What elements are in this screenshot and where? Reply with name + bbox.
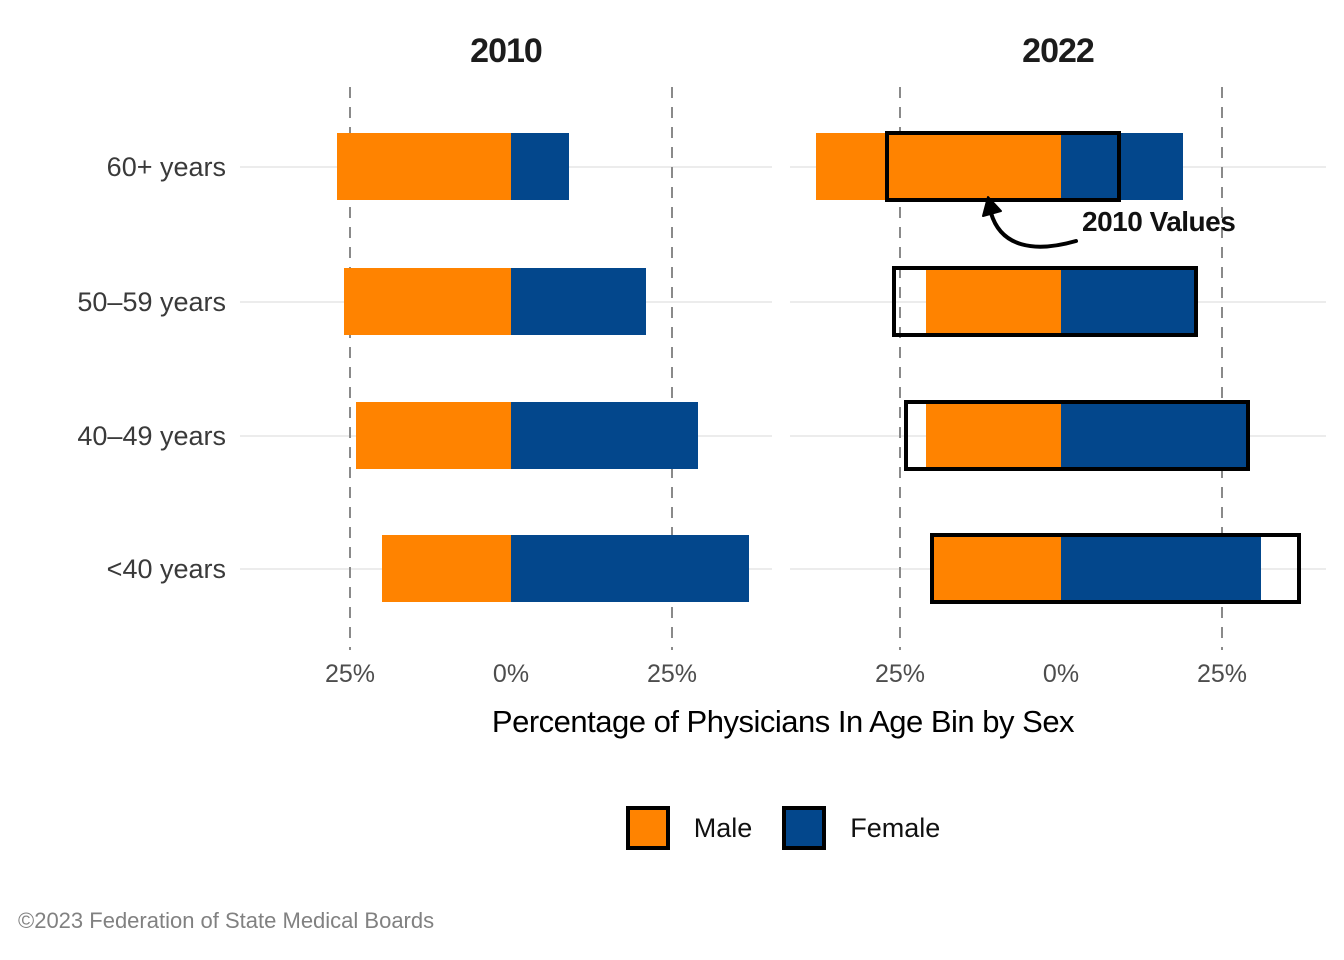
annotation-2010-values-label: 2010 Values	[1082, 206, 1236, 237]
bar-male-2010-row0	[337, 133, 511, 200]
y-axis-label: 40–49 years	[77, 421, 226, 451]
bar-female-2022-row1	[1061, 268, 1197, 335]
panel-vgridline-dashed	[671, 87, 673, 650]
y-axis-label: 50–59 years	[77, 287, 226, 317]
bar-male-2010-row1	[343, 268, 511, 335]
bar-female-2022-row0	[1061, 133, 1184, 200]
bar-male-2022-row3	[932, 535, 1061, 602]
bar-male-2010-row2	[356, 402, 511, 469]
facet-title-2010: 2010	[470, 32, 543, 70]
x-tick-label: 0%	[1042, 660, 1080, 688]
y-axis-label: 60+ years	[106, 152, 226, 182]
bar-female-2010-row2	[511, 402, 698, 469]
x-tick-label: 25%	[1196, 660, 1248, 688]
x-axis-title: Percentage of Physicians In Age Bin by S…	[491, 704, 1075, 739]
bar-female-2010-row0	[511, 133, 569, 200]
x-tick-label: 25%	[874, 660, 926, 688]
x-tick-label: 25%	[646, 660, 698, 688]
bar-male-2010-row3	[382, 535, 511, 602]
legend-label-female: Female	[850, 812, 941, 843]
copyright-footer: ©2023 Federation of State Medical Boards	[18, 908, 435, 933]
legend: Male Female	[240, 802, 1326, 854]
legend-item-male: Male	[625, 806, 753, 850]
overlay-2010-outline-row0	[885, 131, 1121, 202]
panel-vgridline-dashed	[349, 87, 351, 650]
legend-item-female: Female	[782, 806, 940, 850]
legend-swatch-male-icon	[625, 806, 670, 850]
bar-male-2022-row2	[925, 402, 1061, 469]
overlay-2010-outline-row2	[904, 400, 1250, 471]
bar-male-2022-row1	[925, 268, 1061, 335]
x-tick-label: 25%	[324, 660, 376, 688]
x-tick-label: 0%	[492, 660, 530, 688]
legend-label-male: Male	[693, 812, 753, 843]
y-axis-label: <40 years	[106, 554, 226, 584]
facet-title-2022: 2022	[1022, 32, 1095, 70]
bar-female-2010-row3	[511, 535, 750, 602]
panel-vgridline-dashed	[1221, 87, 1223, 650]
bar-female-2022-row2	[1061, 402, 1248, 469]
bar-male-2022-row0	[816, 133, 1061, 200]
overlay-2010-outline-row1	[891, 266, 1199, 337]
legend-swatch-female-icon	[782, 806, 827, 850]
overlay-2010-outline-row3	[930, 533, 1302, 604]
bar-female-2022-row3	[1061, 535, 1261, 602]
bar-female-2010-row1	[511, 268, 647, 335]
panel-vgridline-dashed	[899, 87, 901, 650]
